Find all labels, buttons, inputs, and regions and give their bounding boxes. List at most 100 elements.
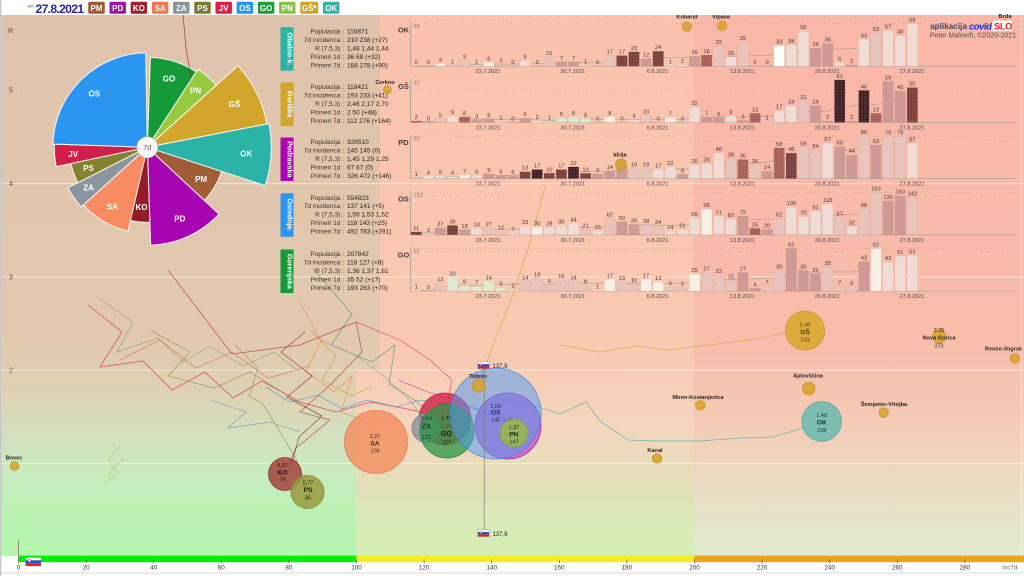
svg-text:1,37: 1,37 xyxy=(509,425,520,431)
svg-text:1: 1 xyxy=(415,172,418,178)
svg-text:98: 98 xyxy=(861,203,867,209)
svg-text:22: 22 xyxy=(570,161,576,167)
svg-text:62: 62 xyxy=(776,213,782,219)
svg-text:13: 13 xyxy=(752,107,758,113)
svg-text:86: 86 xyxy=(305,495,311,501)
svg-text:163: 163 xyxy=(414,193,423,199)
svg-text:326510: 326510 xyxy=(347,139,369,146)
svg-text:7: 7 xyxy=(463,169,466,175)
svg-text:19: 19 xyxy=(631,163,637,169)
svg-text:492 783 (+291): 492 783 (+291) xyxy=(347,229,391,236)
svg-text:R: R xyxy=(8,26,14,35)
svg-text:5: 5 xyxy=(9,88,13,95)
svg-text:50: 50 xyxy=(909,82,915,88)
svg-text:1: 1 xyxy=(548,116,551,122)
svg-text:Gorenjska: Gorenjska xyxy=(285,254,294,290)
svg-text:7d incidenca :: 7d incidenca : xyxy=(304,259,344,266)
svg-text:R (7,5,3) :: R (7,5,3) : xyxy=(315,101,344,108)
svg-text:20.8.2021: 20.8.2021 xyxy=(815,294,840,300)
svg-text:2: 2 xyxy=(9,368,13,375)
svg-text:Populacija :: Populacija : xyxy=(310,29,344,36)
svg-text:62: 62 xyxy=(873,243,879,249)
svg-text:30: 30 xyxy=(800,264,806,270)
svg-text:2: 2 xyxy=(826,115,829,121)
svg-text:PD: PD xyxy=(398,138,409,147)
svg-text:14: 14 xyxy=(570,275,576,281)
svg-text:8: 8 xyxy=(463,111,466,117)
svg-text:1,45 1,29 1,25: 1,45 1,29 1,25 xyxy=(347,156,389,163)
svg-text:118 127 (+8): 118 127 (+8) xyxy=(347,259,384,266)
svg-text:43: 43 xyxy=(861,33,867,39)
svg-text:3: 3 xyxy=(499,58,502,64)
svg-text:1: 1 xyxy=(415,284,418,290)
svg-text:20.8.2021: 20.8.2021 xyxy=(815,69,840,75)
svg-text:6: 6 xyxy=(560,112,563,118)
svg-text:5: 5 xyxy=(439,170,442,176)
svg-text:5: 5 xyxy=(584,113,587,119)
svg-text:2,35: 2,35 xyxy=(934,328,945,334)
svg-text:28: 28 xyxy=(703,158,709,164)
svg-text:140: 140 xyxy=(486,565,497,572)
svg-text:61: 61 xyxy=(837,74,843,80)
svg-text:14: 14 xyxy=(522,275,528,281)
svg-text:0: 0 xyxy=(427,116,430,122)
svg-text:18: 18 xyxy=(703,49,709,55)
svg-text:147: 147 xyxy=(509,440,518,446)
svg-text:1,44: 1,44 xyxy=(421,416,433,422)
svg-text:9: 9 xyxy=(463,55,466,61)
svg-text:13: 13 xyxy=(619,276,625,282)
svg-text:GO: GO xyxy=(163,75,175,84)
svg-text:35: 35 xyxy=(824,261,830,267)
svg-text:9: 9 xyxy=(524,55,527,61)
svg-text:33: 33 xyxy=(776,40,782,46)
svg-text:44: 44 xyxy=(570,217,576,223)
svg-text:7: 7 xyxy=(669,112,672,118)
svg-text:OS: OS xyxy=(239,4,251,13)
svg-text:10: 10 xyxy=(582,167,588,173)
svg-text:GO: GO xyxy=(441,431,452,438)
svg-text:0,77: 0,77 xyxy=(303,481,314,487)
svg-text:0,97: 0,97 xyxy=(277,463,288,469)
svg-text:27.8.2021: 27.8.2021 xyxy=(900,125,925,131)
svg-text:25: 25 xyxy=(752,222,758,228)
svg-text:6.8.2021: 6.8.2021 xyxy=(647,125,669,131)
svg-text:25: 25 xyxy=(812,268,818,274)
svg-text:Primeri 1d :: Primeri 1d : xyxy=(311,220,344,227)
svg-text:5: 5 xyxy=(681,282,684,288)
svg-text:39: 39 xyxy=(631,219,637,225)
svg-text:1,48 1,44 1,44: 1,48 1,44 1,44 xyxy=(347,46,389,53)
svg-text:137 141 (+5): 137 141 (+5) xyxy=(347,203,384,210)
svg-text:27.8.2021: 27.8.2021 xyxy=(900,238,925,244)
svg-text:0: 0 xyxy=(596,60,599,66)
svg-text:62: 62 xyxy=(788,243,794,249)
svg-text:21: 21 xyxy=(679,223,685,229)
svg-text:68: 68 xyxy=(414,24,420,30)
svg-text:5: 5 xyxy=(499,282,502,288)
svg-text:7: 7 xyxy=(838,280,841,286)
svg-text:Primeri 7d :: Primeri 7d : xyxy=(311,118,344,125)
svg-text:17: 17 xyxy=(607,50,613,56)
svg-text:OS: OS xyxy=(398,194,409,203)
svg-text:100: 100 xyxy=(351,565,362,572)
svg-text:9: 9 xyxy=(451,110,454,116)
svg-text:67 67 (0): 67 67 (0) xyxy=(347,164,373,171)
svg-text:4: 4 xyxy=(753,282,756,288)
svg-text:pet: pet xyxy=(28,4,35,9)
svg-text:SA: SA xyxy=(107,203,118,212)
svg-text:Populacija :: Populacija : xyxy=(310,139,344,146)
svg-text:96: 96 xyxy=(446,424,452,430)
svg-text:50: 50 xyxy=(619,216,625,222)
svg-text:7d incidenca :: 7d incidenca : xyxy=(304,203,344,210)
svg-text:20: 20 xyxy=(449,271,455,277)
svg-text:Kanal: Kanal xyxy=(647,448,663,454)
svg-text:Idrija: Idrija xyxy=(613,153,627,159)
svg-text:31: 31 xyxy=(800,95,806,101)
svg-text:57: 57 xyxy=(885,25,891,31)
svg-text:68: 68 xyxy=(909,18,915,24)
svg-text:3: 3 xyxy=(475,114,478,120)
svg-text:80: 80 xyxy=(861,130,867,136)
svg-text:12: 12 xyxy=(437,277,443,283)
svg-text:9: 9 xyxy=(548,279,551,285)
svg-text:Tolmin: Tolmin xyxy=(469,374,488,380)
svg-text:PS: PS xyxy=(83,164,94,173)
